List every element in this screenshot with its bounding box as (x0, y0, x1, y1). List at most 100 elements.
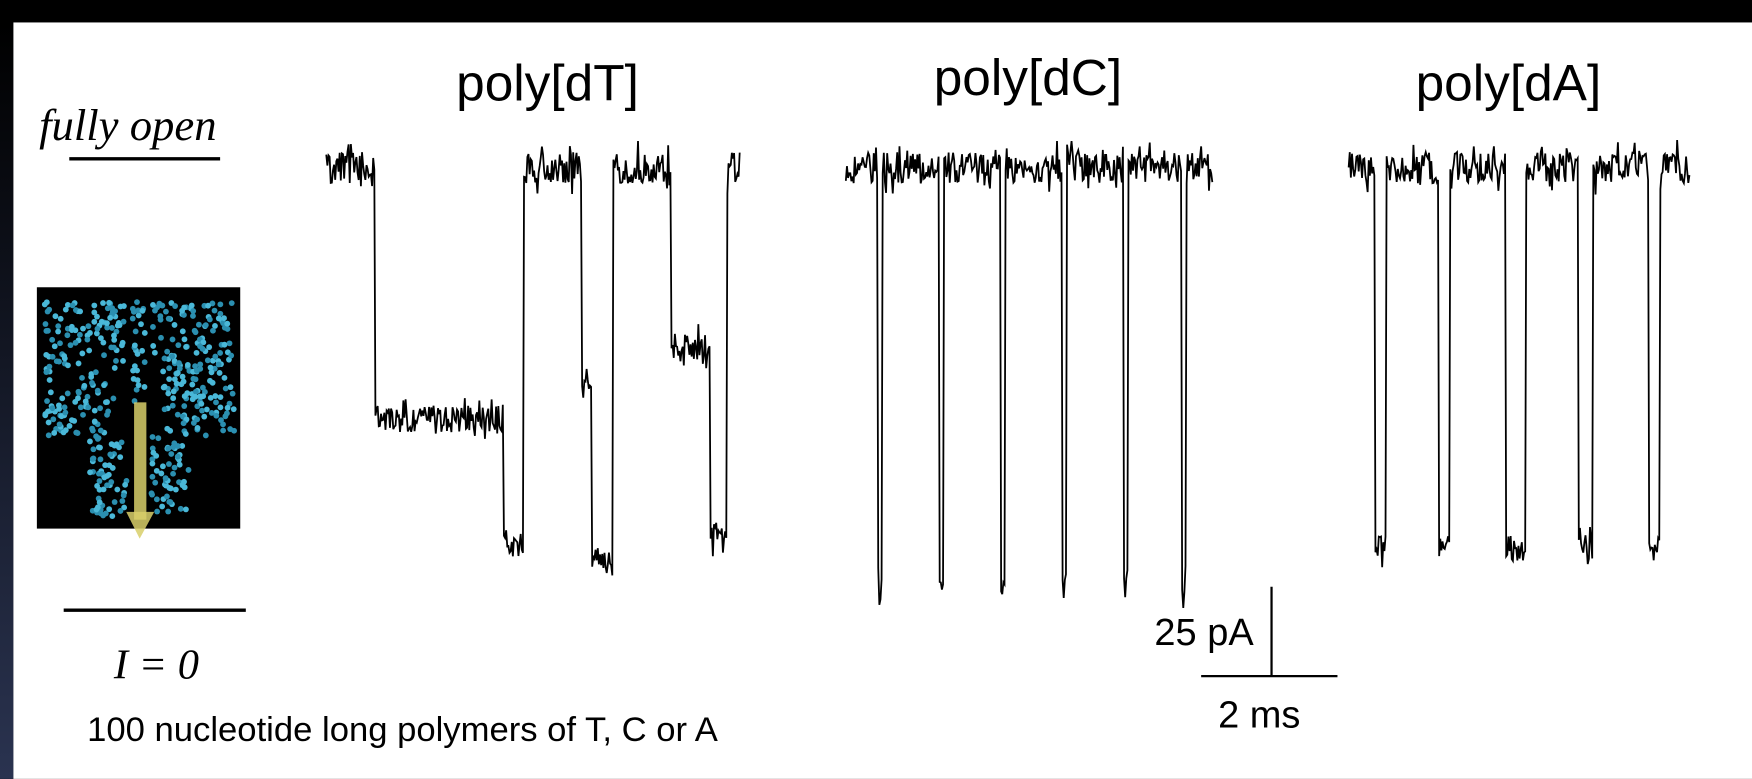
atom (75, 360, 82, 367)
zero-level-label: I = 0 (113, 641, 199, 688)
atom (175, 342, 182, 349)
atom (201, 413, 208, 420)
atom (42, 321, 49, 327)
atom (88, 374, 95, 380)
atom (131, 363, 138, 370)
atom (96, 499, 103, 506)
atom (117, 454, 124, 461)
atom (195, 321, 202, 328)
atom (228, 352, 235, 359)
atom (134, 351, 141, 357)
atom (216, 370, 223, 376)
atom (179, 443, 186, 449)
atom (106, 506, 113, 513)
atom (50, 416, 57, 423)
atom (91, 318, 98, 325)
atom (221, 315, 227, 322)
atom (207, 394, 214, 401)
atom (94, 387, 101, 394)
atom (44, 368, 50, 375)
atom (213, 412, 220, 419)
atom (168, 451, 175, 457)
atom (101, 352, 107, 359)
atom (221, 341, 228, 348)
atom (169, 402, 176, 409)
atom (64, 302, 71, 308)
atom (152, 479, 159, 486)
atom (158, 334, 164, 341)
atom (199, 407, 205, 414)
atom (169, 353, 176, 360)
atom (108, 441, 115, 448)
atom (155, 435, 162, 442)
atom (119, 498, 126, 504)
atom (96, 478, 103, 484)
atom (221, 374, 228, 381)
atom (108, 479, 115, 485)
atom (71, 417, 78, 424)
atom (56, 358, 62, 365)
atom (165, 508, 172, 515)
atom (150, 302, 156, 308)
current-scale-label: 25 pA (1154, 612, 1254, 654)
atom (220, 427, 227, 434)
atom (192, 388, 199, 395)
atom (116, 444, 122, 451)
atom (82, 398, 89, 405)
atom (167, 499, 174, 505)
atom (46, 377, 53, 383)
atom (192, 393, 199, 400)
atom (76, 331, 83, 338)
atom (165, 390, 172, 397)
atom (211, 307, 218, 314)
atom (141, 359, 148, 366)
atom (164, 348, 171, 355)
atom (212, 323, 218, 329)
atom (179, 328, 186, 335)
atom (130, 308, 137, 315)
current-trace (325, 140, 741, 576)
atom (183, 506, 189, 513)
atom (207, 364, 214, 371)
atom (93, 433, 99, 440)
atom (202, 322, 209, 329)
atom (72, 339, 79, 346)
atom (229, 390, 236, 397)
atom (62, 306, 69, 313)
atom (193, 349, 200, 356)
atom (118, 342, 125, 349)
atom (56, 421, 63, 428)
atom (206, 344, 213, 351)
atom (183, 344, 189, 350)
atom (172, 486, 179, 493)
atom (56, 406, 63, 412)
atom (45, 408, 51, 415)
atom (114, 486, 121, 493)
atom (149, 456, 156, 463)
atom (215, 361, 222, 368)
atom (106, 299, 112, 306)
atom (192, 329, 199, 336)
atom (91, 407, 98, 414)
atom (194, 416, 201, 423)
atom (150, 343, 157, 349)
atom (64, 390, 71, 397)
atom (57, 340, 63, 347)
atom (87, 330, 93, 336)
translocation-arrow (134, 402, 147, 520)
atom (224, 404, 231, 411)
atom (198, 400, 205, 407)
atom (111, 332, 117, 339)
atom (182, 431, 189, 437)
atom (170, 395, 177, 402)
atom (55, 328, 62, 335)
atom (81, 382, 88, 389)
atom (217, 310, 224, 317)
atom (109, 325, 115, 331)
atom (49, 336, 56, 343)
atom (193, 367, 200, 374)
atom (79, 350, 86, 357)
atom (49, 405, 56, 412)
atom (46, 306, 53, 313)
